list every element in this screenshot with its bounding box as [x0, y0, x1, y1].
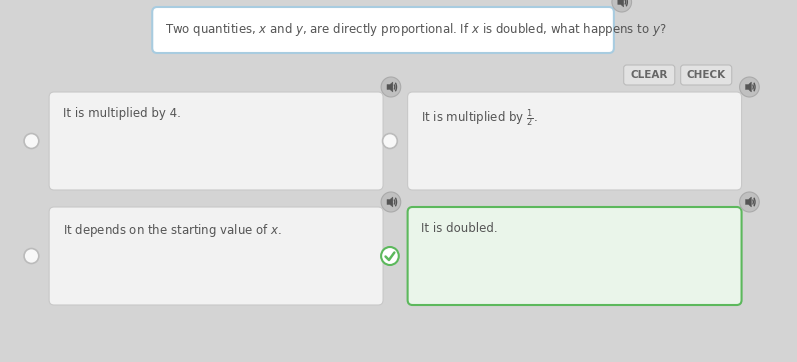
Circle shape [381, 247, 398, 265]
FancyBboxPatch shape [624, 65, 675, 85]
Polygon shape [745, 82, 752, 92]
Text: It is multiplied by $\frac{1}{2}$.: It is multiplied by $\frac{1}{2}$. [422, 107, 538, 129]
FancyBboxPatch shape [681, 65, 732, 85]
Polygon shape [387, 82, 393, 92]
Circle shape [383, 134, 397, 148]
Text: It is multiplied by 4.: It is multiplied by 4. [63, 107, 181, 120]
Circle shape [612, 0, 631, 12]
FancyBboxPatch shape [152, 7, 614, 53]
Text: Two quantities, $x$ and $y$, are directly proportional. If $x$ is doubled, what : Two quantities, $x$ and $y$, are directl… [165, 21, 666, 38]
Circle shape [381, 192, 401, 212]
Text: CLEAR: CLEAR [630, 70, 668, 80]
Text: It depends on the starting value of $x$.: It depends on the starting value of $x$. [63, 222, 282, 239]
Circle shape [740, 192, 760, 212]
FancyBboxPatch shape [407, 92, 741, 190]
Polygon shape [387, 197, 393, 207]
Polygon shape [745, 197, 752, 207]
Text: It is doubled.: It is doubled. [422, 222, 498, 235]
Circle shape [24, 248, 39, 264]
Text: CHECK: CHECK [687, 70, 726, 80]
Circle shape [740, 77, 760, 97]
FancyBboxPatch shape [407, 207, 741, 305]
Circle shape [24, 134, 39, 148]
Polygon shape [618, 0, 624, 7]
Circle shape [381, 77, 401, 97]
FancyBboxPatch shape [49, 92, 383, 190]
FancyBboxPatch shape [49, 207, 383, 305]
